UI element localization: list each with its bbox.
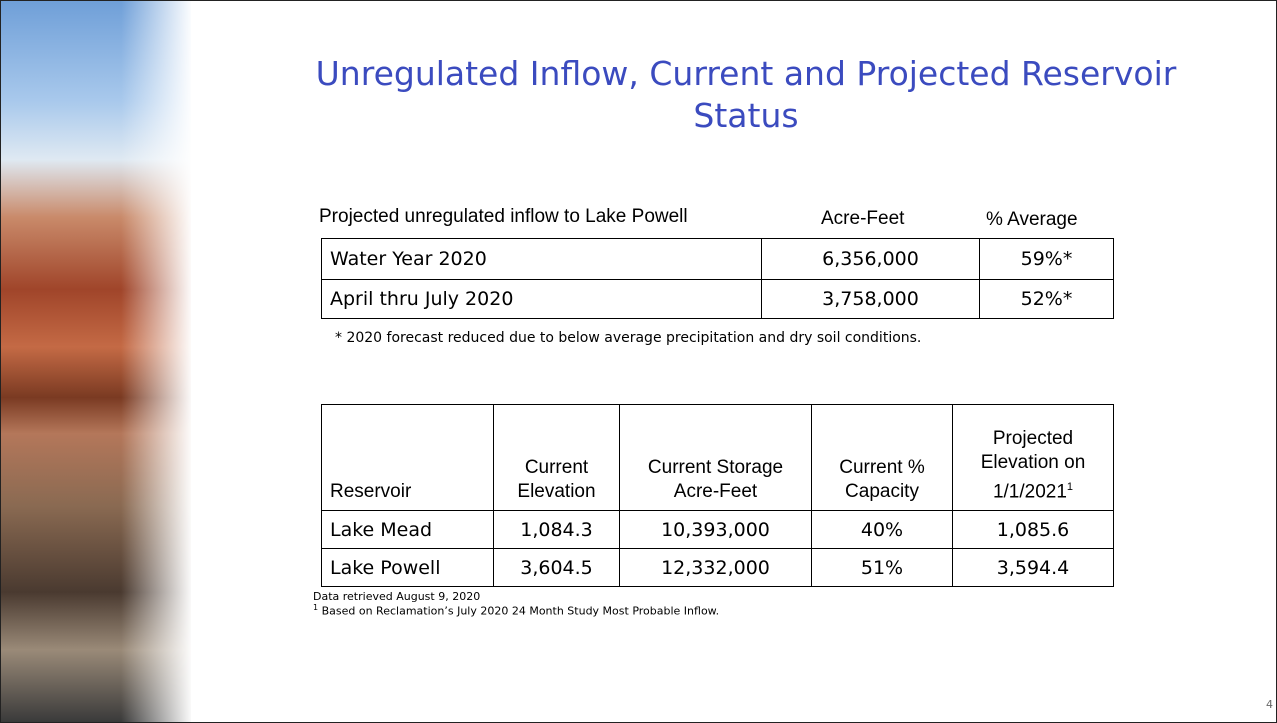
superscript: 1	[313, 603, 318, 612]
slide: Unregulated Inflow, Current and Projecte…	[0, 0, 1277, 723]
cell: 40%	[812, 511, 953, 549]
cell: 10,393,000	[620, 511, 812, 549]
cell: Water Year 2020	[322, 239, 762, 280]
note: Data retrieved August 9, 2020	[313, 590, 480, 603]
cell: 1,084.3	[494, 511, 620, 549]
header-cell: Current % Capacity	[812, 405, 953, 511]
note-text: Based on Reclamation’s July 2020 24 Mont…	[322, 605, 720, 618]
cell: Lake Powell	[322, 549, 494, 587]
inflow-header: Acre-Feet	[821, 208, 904, 230]
superscript: 1	[1067, 481, 1073, 493]
reservoir-table: Reservoir Current Elevation Current Stor…	[321, 404, 1114, 587]
inflow-header: % Average	[986, 209, 1078, 231]
slide-title: Unregulated Inflow, Current and Projecte…	[301, 53, 1191, 137]
header-cell: Reservoir	[322, 405, 494, 511]
cell: 3,594.4	[953, 549, 1114, 587]
photo-fade	[121, 1, 193, 722]
header-cell: Current Storage Acre-Feet	[620, 405, 812, 511]
cell: 3,758,000	[762, 280, 980, 319]
inflow-header: Projected unregulated inflow to Lake Pow…	[319, 206, 688, 228]
header-cell: Current Elevation	[494, 405, 620, 511]
note: 1 Based on Reclamation’s July 2020 24 Mo…	[313, 603, 719, 618]
cell: 3,604.5	[494, 549, 620, 587]
cell: April thru July 2020	[322, 280, 762, 319]
header-cell: Projected Elevation on 1/1/20211	[953, 405, 1114, 511]
cell: 12,332,000	[620, 549, 812, 587]
cell: 1,085.6	[953, 511, 1114, 549]
cell: 6,356,000	[762, 239, 980, 280]
cell: Lake Mead	[322, 511, 494, 549]
inflow-footnote: * 2020 forecast reduced due to below ave…	[335, 330, 921, 346]
cell: 51%	[812, 549, 953, 587]
page-number: 4	[1266, 698, 1273, 711]
cell: 52%*	[980, 280, 1114, 319]
cell: 59%*	[980, 239, 1114, 280]
